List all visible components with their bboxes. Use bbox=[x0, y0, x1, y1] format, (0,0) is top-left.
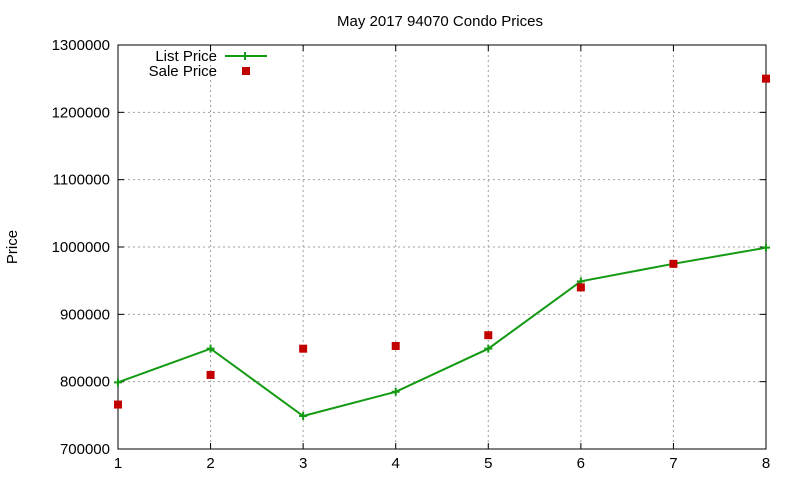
sale-price-point bbox=[484, 331, 493, 340]
y-tick-label: 1000000 bbox=[52, 239, 110, 256]
chart-title: May 2017 94070 Condo Prices bbox=[337, 13, 543, 30]
tick-layer: 700000 800000 900000 1000000 1100000 1200000 1… bbox=[52, 37, 771, 472]
y-tick-label: 1100000 bbox=[53, 172, 110, 189]
x-tick-label: 5 bbox=[484, 455, 492, 472]
list-price-point bbox=[762, 243, 770, 252]
y-tick-label: 1200000 bbox=[52, 104, 110, 121]
legend: List Price Sale Price bbox=[149, 48, 267, 80]
sale-price-point bbox=[206, 370, 215, 379]
legend-label-sale-price: Sale Price bbox=[149, 63, 217, 80]
sale-price-point bbox=[669, 259, 678, 268]
x-tick-label: 8 bbox=[762, 455, 770, 472]
list-price-point bbox=[299, 412, 308, 421]
x-tick-label: 7 bbox=[669, 455, 677, 472]
sale-price-point bbox=[114, 400, 122, 409]
legend-marker-list-price bbox=[241, 52, 249, 60]
y-tick-label: 900000 bbox=[60, 306, 110, 323]
sale-price-point bbox=[576, 283, 585, 292]
y-tick-label: 700000 bbox=[60, 441, 110, 458]
sale-price-point bbox=[762, 74, 770, 83]
list-price-point bbox=[484, 344, 493, 353]
list-price-point bbox=[114, 378, 122, 387]
legend-label-list-price: List Price bbox=[155, 48, 217, 65]
list-price-point bbox=[206, 344, 215, 353]
series-layer bbox=[114, 74, 770, 421]
y-tick-label: 1300000 bbox=[52, 37, 110, 54]
legend-marker-sale-price bbox=[242, 67, 250, 75]
y-axis-label: Price bbox=[4, 230, 21, 264]
grid-layer bbox=[118, 45, 766, 449]
y-tick-label: 800000 bbox=[60, 374, 110, 391]
x-tick-label: 3 bbox=[299, 455, 307, 472]
x-tick-label: 2 bbox=[206, 455, 214, 472]
x-tick-label: 6 bbox=[577, 455, 585, 472]
list-price-line bbox=[117, 246, 767, 418]
list-price-point bbox=[391, 387, 400, 396]
sale-price-point bbox=[299, 344, 308, 353]
x-tick-label: 4 bbox=[392, 455, 400, 472]
x-tick-label: 1 bbox=[114, 455, 122, 472]
sale-price-point bbox=[391, 341, 400, 350]
